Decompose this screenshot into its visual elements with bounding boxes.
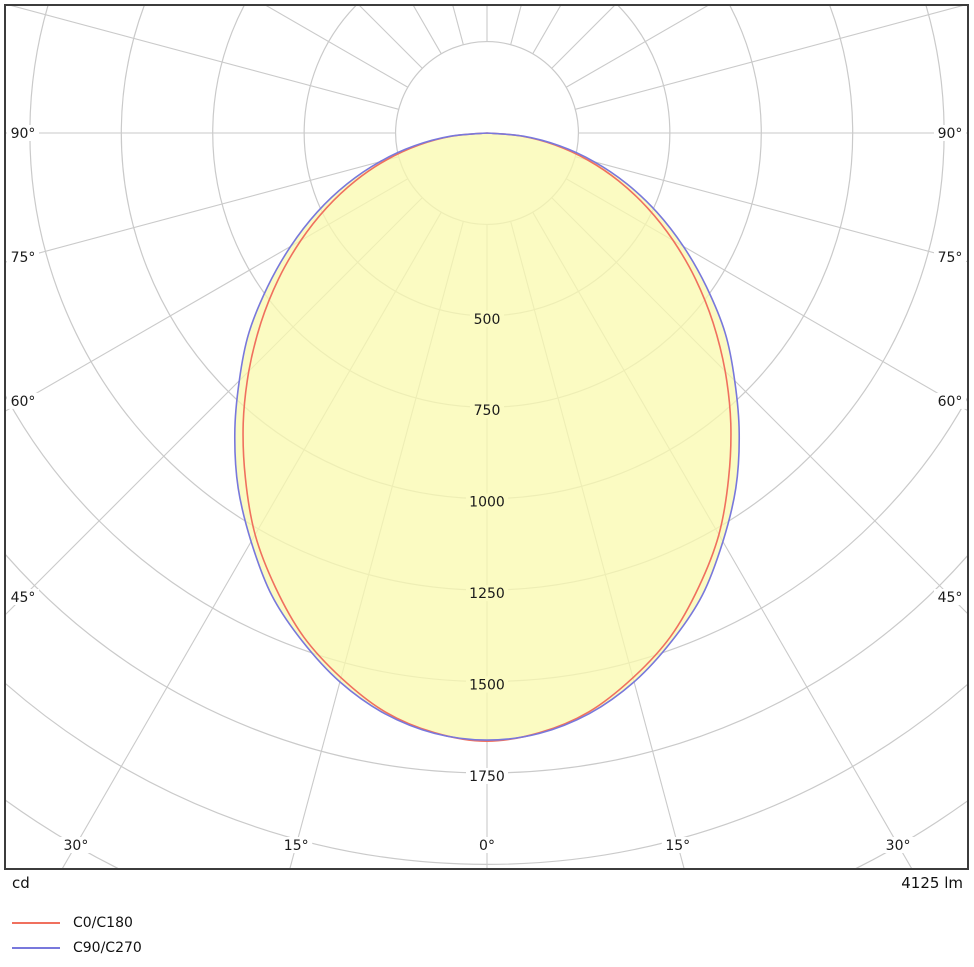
svg-text:45°: 45° bbox=[11, 590, 36, 606]
svg-text:1750: 1750 bbox=[469, 769, 505, 785]
svg-text:75°: 75° bbox=[938, 250, 963, 266]
legend-label-c90-c270: C90/C270 bbox=[73, 939, 142, 956]
unit-label: cd bbox=[12, 874, 30, 892]
svg-text:30°: 30° bbox=[886, 838, 911, 854]
legend-item-c90-c270: C90/C270 bbox=[12, 937, 142, 958]
svg-text:60°: 60° bbox=[938, 394, 963, 410]
polar-chart-canvas: 500 750 1000 1250 1500 1750 90° 90° 75° 75° 60° 60°… bbox=[4, 4, 969, 870]
svg-text:15°: 15° bbox=[665, 838, 690, 854]
svg-text:90°: 90° bbox=[11, 126, 36, 142]
svg-text:1000: 1000 bbox=[469, 495, 505, 511]
flux-label: 4125 lm bbox=[901, 874, 963, 892]
legend-label-c0-c180: C0/C180 bbox=[73, 914, 133, 931]
svg-text:75°: 75° bbox=[11, 250, 36, 266]
svg-text:60°: 60° bbox=[11, 394, 36, 410]
svg-text:15°: 15° bbox=[284, 838, 309, 854]
footer-row: cd 4125 lm bbox=[12, 874, 963, 892]
svg-text:45°: 45° bbox=[938, 590, 963, 606]
legend: C0/C180 C90/C270 bbox=[12, 912, 142, 958]
svg-text:750: 750 bbox=[474, 403, 501, 419]
c0-c180-line-swatch bbox=[12, 921, 60, 924]
svg-text:0°: 0° bbox=[479, 838, 495, 854]
svg-text:30°: 30° bbox=[64, 838, 89, 854]
svg-text:90°: 90° bbox=[938, 126, 963, 142]
legend-item-c0-c180: C0/C180 bbox=[12, 912, 142, 933]
svg-text:1500: 1500 bbox=[469, 677, 505, 693]
svg-text:1250: 1250 bbox=[469, 586, 505, 602]
c90-c270-line-swatch bbox=[12, 946, 60, 949]
svg-text:500: 500 bbox=[474, 312, 501, 328]
